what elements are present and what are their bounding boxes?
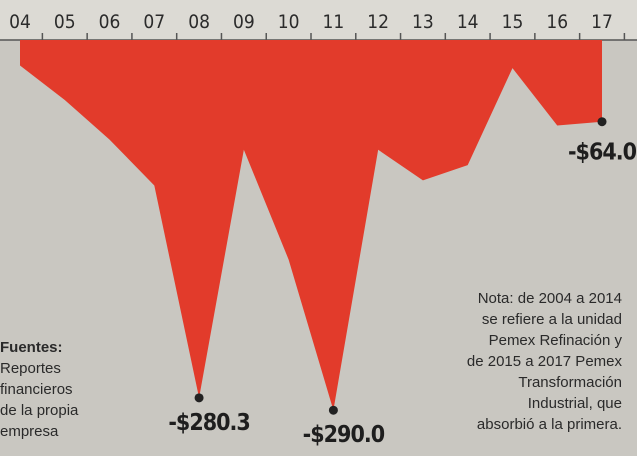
x-tick-label: 08 xyxy=(188,11,210,33)
sources-title: Fuentes: xyxy=(0,339,63,356)
x-tick-label: 12 xyxy=(367,11,389,33)
x-tick-label: 10 xyxy=(278,11,300,33)
x-tick-label: 07 xyxy=(143,11,165,33)
note-line: Pemex Refinación y xyxy=(489,332,623,349)
x-tick-label: 16 xyxy=(546,11,568,33)
x-tick-label: 05 xyxy=(54,11,76,33)
x-tick-label: 06 xyxy=(99,11,121,33)
note-line: Transformación xyxy=(518,374,622,391)
value-label: -$64.0 xyxy=(568,140,637,166)
point xyxy=(194,393,204,403)
axis-strip xyxy=(0,0,637,40)
x-tick-label: 13 xyxy=(412,11,434,33)
sources-line: empresa xyxy=(0,423,59,440)
x-tick-label: 11 xyxy=(323,11,345,33)
sources-line: de la propia xyxy=(0,402,79,419)
note-line: de 2015 a 2017 Pemex xyxy=(467,353,623,370)
x-tick-label: 09 xyxy=(233,11,255,33)
note-line: Industrial, que xyxy=(528,395,622,412)
point xyxy=(597,117,607,127)
x-tick-label: 15 xyxy=(502,11,524,33)
sources-line: Reportes xyxy=(0,360,61,377)
value-label: -$290.0 xyxy=(303,422,385,448)
x-tick-label: 14 xyxy=(457,11,479,33)
point xyxy=(328,405,338,415)
value-label: -$280.3 xyxy=(168,410,249,436)
x-tick-label: 17 xyxy=(591,11,613,33)
note-line: se refiere a la unidad xyxy=(482,311,622,328)
x-tick-label: 04 xyxy=(9,11,31,33)
sources-line: financieros xyxy=(0,381,73,398)
area xyxy=(20,40,603,411)
note-line: absorbió a la primera. xyxy=(477,416,622,433)
note-line: Nota: de 2004 a 2014 xyxy=(478,290,622,307)
